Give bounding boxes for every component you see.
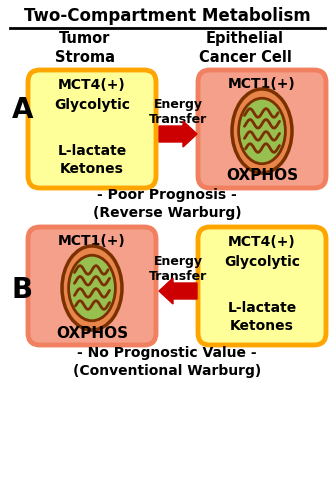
Ellipse shape: [238, 98, 285, 164]
Text: Energy
Transfer: Energy Transfer: [149, 98, 207, 126]
FancyArrow shape: [159, 278, 197, 304]
FancyBboxPatch shape: [28, 227, 156, 345]
Ellipse shape: [62, 246, 122, 330]
FancyArrow shape: [159, 121, 197, 147]
Text: - Poor Prognosis -
(Reverse Warburg): - Poor Prognosis - (Reverse Warburg): [93, 188, 241, 220]
Text: OXPHOS: OXPHOS: [56, 326, 128, 340]
Text: A: A: [12, 96, 33, 124]
Text: Two-Compartment Metabolism: Two-Compartment Metabolism: [24, 7, 310, 25]
Text: MCT1(+): MCT1(+): [58, 234, 126, 248]
FancyBboxPatch shape: [198, 227, 326, 345]
Ellipse shape: [68, 255, 116, 321]
Text: Epithelial
Cancer Cell: Epithelial Cancer Cell: [198, 31, 292, 65]
Text: MCT1(+): MCT1(+): [228, 77, 296, 91]
Ellipse shape: [232, 89, 292, 173]
Text: MCT4(+): MCT4(+): [228, 235, 296, 249]
Text: Glycolytic: Glycolytic: [224, 255, 300, 269]
Text: Tumor
Stroma: Tumor Stroma: [55, 31, 115, 65]
Text: L-lactate
Ketones: L-lactate Ketones: [227, 302, 297, 332]
Text: MCT4(+): MCT4(+): [58, 78, 126, 92]
Text: B: B: [12, 276, 33, 304]
Text: OXPHOS: OXPHOS: [226, 168, 298, 184]
Text: Glycolytic: Glycolytic: [54, 98, 130, 112]
FancyBboxPatch shape: [28, 70, 156, 188]
Text: Energy
Transfer: Energy Transfer: [149, 255, 207, 283]
Text: L-lactate
Ketones: L-lactate Ketones: [57, 144, 127, 176]
FancyBboxPatch shape: [198, 70, 326, 188]
Text: - No Prognostic Value -
(Conventional Warburg): - No Prognostic Value - (Conventional Wa…: [73, 346, 261, 378]
